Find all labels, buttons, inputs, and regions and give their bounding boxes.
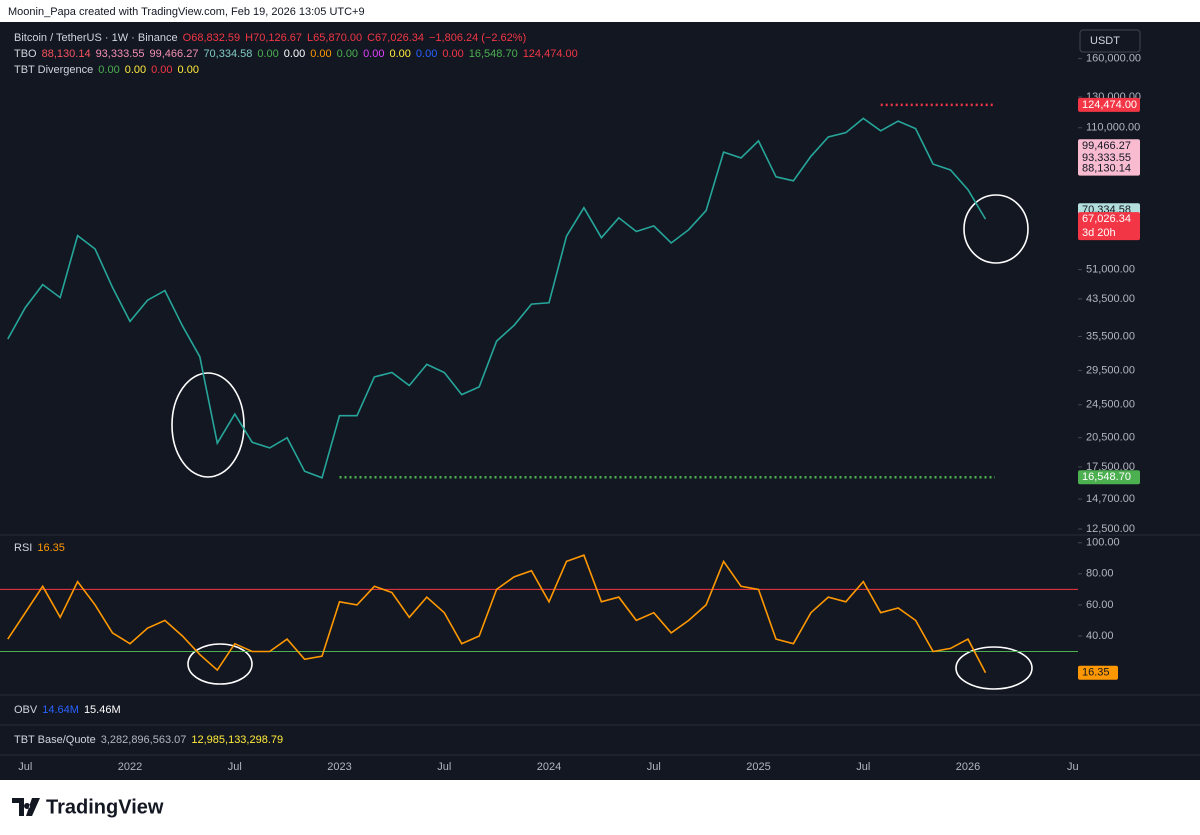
x-tick-label: Ju xyxy=(1067,761,1079,773)
obv-title: OBV xyxy=(14,704,38,716)
currency-box[interactable] xyxy=(1079,29,1141,53)
legend-item: 0.00 xyxy=(98,64,119,76)
y-tick-label: 14,700.00 xyxy=(1086,493,1135,505)
chart-background xyxy=(0,22,1200,780)
price-tag xyxy=(1078,139,1140,154)
price-tag-label: 67,026.34 xyxy=(1082,213,1131,225)
legend-item: −1,806.24 (−2.62%) xyxy=(429,32,526,44)
obv-value: 15.46M xyxy=(84,704,121,716)
legend-item: H70,126.67 xyxy=(245,32,302,44)
y-tick-label: 160,000.00 xyxy=(1086,53,1141,65)
price-tag-label: 93,333.55 xyxy=(1082,152,1131,164)
x-tick-label: Jul xyxy=(437,761,451,773)
footer-bar xyxy=(0,780,1200,835)
legend-item: L65,870.00 xyxy=(307,32,362,44)
base_quote-legend: TBT Base/Quote 3,282,896,563.07 12,985,133… xyxy=(14,734,283,746)
legend-item: 124,474.00 xyxy=(523,48,578,60)
x-tick-label: Jul xyxy=(228,761,242,773)
legend-item: 0.00 xyxy=(178,64,199,76)
y-tick-label: 60.00 xyxy=(1086,599,1114,611)
price-tag-label: 124,474.00 xyxy=(1082,99,1137,111)
countdown: 3d 20h xyxy=(1082,227,1116,239)
rsi-tag-label: 16.35 xyxy=(1082,667,1110,679)
price-tag xyxy=(1078,97,1140,112)
x-tick-label: Jul xyxy=(856,761,870,773)
legend-item: 88,130.14 xyxy=(42,48,91,60)
legend-row: TBT Divergence 0.00 0.00 0.00 0.00 xyxy=(14,64,199,76)
legend-item: 0.00 xyxy=(151,64,172,76)
legend-item: 0.00 xyxy=(310,48,331,60)
legend-item: 0.00 xyxy=(257,48,278,60)
legend-item: 0.00 xyxy=(363,48,384,60)
price-tag xyxy=(1078,161,1140,176)
price-tag xyxy=(1078,212,1140,241)
legend-item: 99,466.27 xyxy=(150,48,199,60)
legend-item: 0.00 xyxy=(442,48,463,60)
legend-row: TBO 88,130.14 93,333.55 99,466.27 70,334.58 0… xyxy=(14,48,578,60)
legend-item: O68,832.59 xyxy=(183,32,241,44)
rsi-legend: RSI 16.35 xyxy=(14,542,65,554)
x-tick-label: 2023 xyxy=(327,761,351,773)
legend-item: 0.00 xyxy=(125,64,146,76)
top-bar xyxy=(0,0,1200,22)
legend-item: 70,334.58 xyxy=(203,48,252,60)
y-tick-label: 17,500.00 xyxy=(1086,461,1135,473)
rsi-tag xyxy=(1078,665,1118,680)
price-tag-label: 99,466.27 xyxy=(1082,140,1131,152)
y-tick-label: 43,500.00 xyxy=(1086,293,1135,305)
rsi-title: RSI xyxy=(14,542,32,554)
hand-drawn-circle xyxy=(955,646,1033,690)
hand-drawn-circle xyxy=(963,194,1029,264)
legend-item: Bitcoin / TetherUS · 1W · Binance xyxy=(14,32,178,44)
y-tick-label: 24,500.00 xyxy=(1086,399,1135,411)
x-tick-label: Jul xyxy=(18,761,32,773)
rsi-last: 16.35 xyxy=(37,542,65,554)
price-tag xyxy=(1078,470,1140,485)
y-tick-label: 29,500.00 xyxy=(1086,364,1135,376)
y-tick-label: 100.00 xyxy=(1086,537,1120,549)
y-tick-label: 80.00 xyxy=(1086,568,1114,580)
legend-item: C67,026.34 xyxy=(367,32,424,44)
price-line xyxy=(7,117,987,479)
price-tag-label: 88,130.14 xyxy=(1082,163,1131,175)
x-tick-label: 2026 xyxy=(956,761,980,773)
base_quote-value: 12,985,133,298.79 xyxy=(191,734,283,746)
price-tag xyxy=(1078,151,1140,166)
currency: USDT xyxy=(1090,35,1120,47)
y-tick-label: 35,500.00 xyxy=(1086,330,1135,342)
logo-icon xyxy=(12,798,40,816)
x-tick-label: 2025 xyxy=(746,761,770,773)
hand-drawn-circle xyxy=(187,643,253,685)
brand: TradingView xyxy=(46,796,164,818)
legend-item: 93,333.55 xyxy=(96,48,145,60)
y-tick-label: 51,000.00 xyxy=(1086,263,1135,275)
legend-row: Bitcoin / TetherUS · 1W · Binance O68,832… xyxy=(14,32,526,44)
obv-value: 14.64M xyxy=(42,704,79,716)
legend-item: 0.00 xyxy=(284,48,305,60)
x-tick-label: 2024 xyxy=(537,761,561,773)
legend-item: 0.00 xyxy=(416,48,437,60)
legend-item: 16,548.70 xyxy=(469,48,518,60)
base_quote-title: TBT Base/Quote xyxy=(14,734,96,746)
y-tick-label: 110,000.00 xyxy=(1086,122,1140,134)
hand-drawn-circle xyxy=(171,372,245,478)
legend-item: TBT Divergence xyxy=(14,64,93,76)
legend-item: 0.00 xyxy=(337,48,358,60)
x-tick-label: 2022 xyxy=(118,761,142,773)
legend-item: 0.00 xyxy=(389,48,410,60)
price-tag-label: 16,548.70 xyxy=(1082,471,1131,483)
y-tick-label: 12,500.00 xyxy=(1086,523,1135,535)
legend-item: TBO xyxy=(14,48,37,60)
rsi-line xyxy=(7,554,987,674)
y-tick-label: 40.00 xyxy=(1086,630,1114,642)
y-tick-label: 20,500.00 xyxy=(1086,432,1135,444)
credit: Moonin_Papa created with TradingView.com… xyxy=(8,6,365,18)
x-tick-label: Jul xyxy=(647,761,661,773)
base_quote-value: 3,282,896,563.07 xyxy=(101,734,187,746)
obv-legend: OBV 14.64M 15.46M xyxy=(14,704,121,716)
